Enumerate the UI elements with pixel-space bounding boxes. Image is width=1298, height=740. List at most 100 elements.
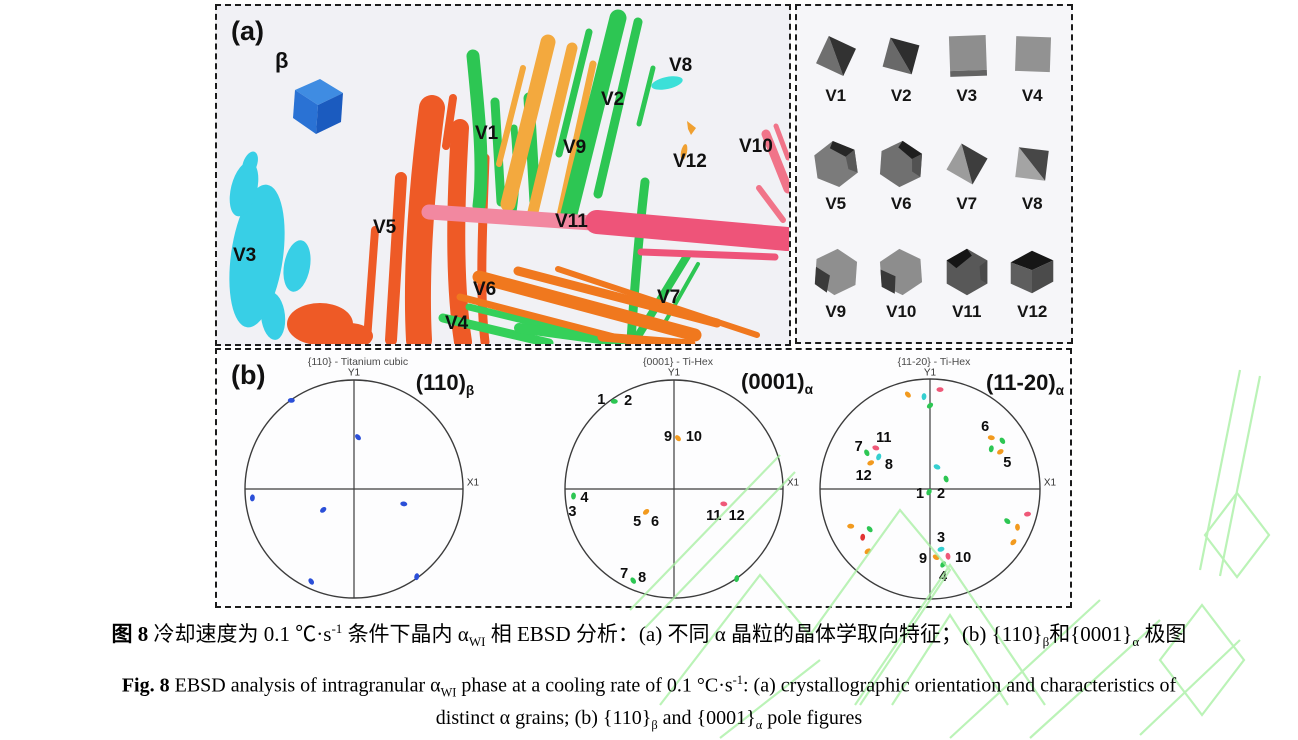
grain-v12 (680, 121, 696, 160)
crystal-orientation-icon-v2 (882, 37, 920, 74)
variant-label-v5: V5 (825, 193, 847, 213)
map-label-v6: V6 (473, 279, 497, 300)
pole-1-point-label-4: 4 (580, 489, 589, 506)
pole-2-point-label-6: 6 (981, 418, 990, 435)
pole-1-point-label-7: 7 (620, 565, 629, 582)
pole-1-point-label-5: 5 (633, 513, 642, 530)
pole-2-point-label-9: 9 (918, 551, 928, 568)
variant-item-v3: V3 (934, 12, 1000, 120)
variant-label-v6: V6 (890, 193, 912, 213)
variant-label-v4: V4 (1021, 85, 1043, 105)
map-label-β: β (275, 48, 289, 73)
grain-v8 (651, 76, 683, 90)
crystal-orientation-icon-v8 (1015, 146, 1050, 181)
map-label-v7: V7 (657, 287, 681, 308)
pole-1-point-label-10: 10 (685, 429, 702, 446)
pole-0-y1-label: Y1 (347, 367, 361, 379)
pole-2-point-label-3: 3 (936, 530, 946, 547)
variant-item-v7: V7 (934, 120, 1000, 228)
pole-1-subtitle: {0001} - Ti-Hex (642, 356, 714, 368)
variant-item-v8: V8 (1000, 120, 1066, 228)
variant-item-v11: V11 (934, 228, 1000, 336)
pole-1-point-label-2: 2 (624, 393, 633, 410)
pole-1-title: (0001)α (741, 368, 813, 398)
variant-label-v9: V9 (825, 301, 847, 321)
variant-label-v10: V10 (886, 301, 917, 321)
pole-2-point-label-2: 2 (936, 486, 946, 503)
crystal-orientation-icon-v4 (1015, 35, 1052, 72)
pole-1-point-label-1: 1 (597, 392, 606, 409)
grain-v6 (456, 266, 760, 344)
pole-1-point-label-11: 11 (706, 507, 722, 524)
pole-2-point-label-1: 1 (915, 486, 925, 503)
pole-1-point-label-8: 8 (638, 569, 647, 586)
pole-2-point-label-4: 4 (939, 569, 948, 586)
panel-b-tag: (b) (231, 360, 266, 390)
crystal-orientation-icon-v9 (814, 248, 857, 295)
grain-v2 (555, 9, 656, 223)
beta-cube-icon (293, 79, 343, 134)
grain-v11 (421, 204, 789, 261)
variant-item-v1: V1 (803, 12, 869, 120)
grain-v5 (363, 94, 490, 344)
grain-v5-clump (287, 303, 373, 344)
crystal-orientation-icon-v12 (1010, 250, 1054, 293)
crystal-orientation-icon-v7 (946, 142, 988, 185)
pole-1-point-label-6: 6 (650, 513, 660, 530)
map-label-v2: V2 (601, 89, 625, 110)
variant-item-v10: V10 (869, 228, 935, 336)
variant-label-v2: V2 (890, 85, 912, 105)
pole-2-subtitle: {11-20} - Ti-Hex (897, 356, 971, 368)
pole-2-point-label-7: 7 (854, 438, 863, 455)
map-label-v3: V3 (233, 245, 257, 266)
map-label-v4: V4 (445, 313, 469, 334)
variant-item-v2: V2 (869, 12, 935, 120)
pole-2-point-label-8: 8 (884, 456, 893, 473)
pole-1-x1-label: X1 (786, 477, 800, 489)
crystal-orientation-icon-v10 (880, 248, 923, 295)
pole-2-point-label-11: 11 (876, 429, 892, 446)
pole-2-point-label-10: 10 (955, 550, 972, 567)
crystal-orientation-icon-v6 (880, 140, 923, 187)
pole-1-point-label-9: 9 (663, 429, 673, 446)
pole-2-y1-label: Y1 (923, 367, 937, 379)
variant-item-v12: V12 (1000, 228, 1066, 336)
map-label-v10: V10 (739, 136, 773, 157)
pole-2-title: (11-20)α (985, 369, 1065, 399)
variant-item-v6: V6 (869, 120, 935, 228)
pole-1-point-label-3: 3 (568, 503, 577, 520)
ebsd-map-graphic (229, 9, 789, 344)
pole-2-x1-label: X1 (1043, 477, 1057, 489)
map-label-v8: V8 (669, 55, 693, 76)
variant-label-v3: V3 (956, 85, 978, 105)
variant-label-v11: V11 (952, 301, 982, 321)
variant-item-v5: V5 (803, 120, 869, 228)
crystal-orientation-icon-v1 (815, 35, 856, 76)
caption-chinese: 图 8 冷却速度为 0.1 ℃·s-1 条件下晶内 αWI 相 EBSD 分析：… (111, 621, 1187, 650)
map-label-v1: V1 (475, 123, 499, 144)
panel-a-ebsd-map: β V1 V2 V3 V4 V5 V6 V7 V8 V9 V10 V11 V12 (a) (215, 4, 791, 346)
caption-english-line1: Fig. 8 EBSD analysis of intragranular αW… (121, 673, 1177, 700)
pole-0-subtitle: {110} - Titanium cubic (307, 356, 409, 368)
variant-label-v12: V12 (1017, 301, 1048, 321)
crystal-orientation-icon-v5 (814, 140, 858, 187)
pole-0-title: (110)β (415, 369, 475, 399)
pole-1-point-label-12: 12 (728, 507, 745, 524)
grain-v3 (229, 151, 311, 340)
variant-label-v7: V7 (956, 193, 978, 213)
variant-label-v1: V1 (825, 85, 847, 105)
map-label-v9: V9 (563, 137, 587, 158)
pole-1-y1-label: Y1 (667, 367, 681, 379)
variant-grid: V1 V2 V3 V4 V5 V6 V7 V8 V9 V10 V11 V12 (803, 12, 1065, 336)
pole-2-point-label-5: 5 (1003, 454, 1012, 471)
map-label-v11: V11 (555, 211, 588, 232)
pole-2-point-label-12: 12 (855, 467, 872, 484)
pole-figures-graphic (244, 378, 1041, 600)
variant-item-v9: V9 (803, 228, 869, 336)
map-label-v12: V12 (673, 151, 707, 172)
crystal-orientation-icon-v3 (948, 34, 987, 77)
panel-a-tag: (a) (231, 16, 264, 46)
caption-english-line2: distinct α grains; (b) {110}β and {0001}… (435, 707, 863, 732)
grain-v9 (496, 34, 597, 224)
